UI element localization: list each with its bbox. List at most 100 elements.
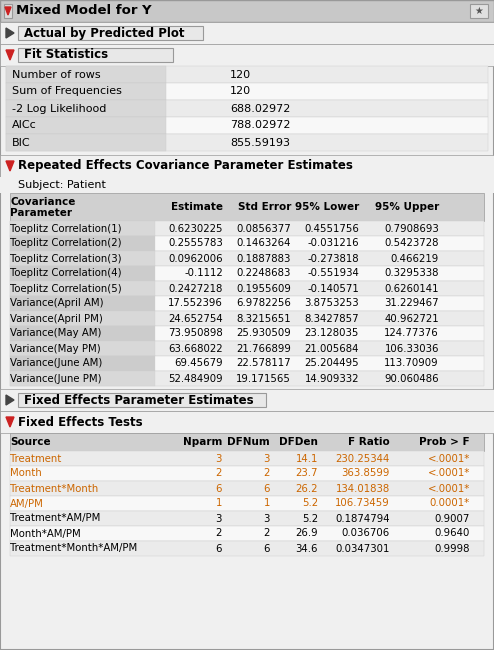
Text: DFNum: DFNum [227,437,270,447]
Bar [6,83,166,100]
Text: Variance(June AM): Variance(June AM) [10,359,102,369]
Text: 1: 1 [215,499,222,508]
Text: 26.9: 26.9 [295,528,318,538]
Bar [6,100,488,117]
Text: AM/PM: AM/PM [10,499,44,508]
Text: 0.5423728: 0.5423728 [384,239,439,248]
Text: 2: 2 [215,469,222,478]
Text: BIC: BIC [12,138,31,148]
Bar [10,236,155,251]
Text: 31.229467: 31.229467 [384,298,439,309]
Text: Number of rows: Number of rows [12,70,101,79]
Text: 230.25344: 230.25344 [335,454,390,463]
Text: Variance(April AM): Variance(April AM) [10,298,104,309]
Text: 0.0347301: 0.0347301 [335,543,390,554]
Bar [10,296,155,311]
Text: 0.1955609: 0.1955609 [236,283,291,294]
Text: 6: 6 [215,543,222,554]
Bar [0,155,494,177]
Bar [6,66,488,83]
Text: 0.1874794: 0.1874794 [335,514,390,523]
Bar [18,48,173,62]
Text: 0.0962006: 0.0962006 [168,254,223,263]
Bar [0,0,494,22]
Text: <.0001*: <.0001* [428,454,470,463]
Bar [10,526,484,541]
Text: 63.668022: 63.668022 [168,343,223,354]
Bar [10,541,484,556]
Text: 363.8599: 363.8599 [342,469,390,478]
Text: 2: 2 [264,528,270,538]
Text: 22.578117: 22.578117 [236,359,291,369]
Text: 95% Lower: 95% Lower [295,202,359,212]
Text: Estimate: Estimate [171,202,223,212]
Text: F Ratio: F Ratio [348,437,390,447]
Bar [10,466,484,481]
Text: Treatment*AM/PM: Treatment*AM/PM [10,514,100,523]
Bar [0,22,494,44]
Bar [10,266,155,281]
Text: 73.950898: 73.950898 [168,328,223,339]
Bar [6,66,166,83]
Text: 14.1: 14.1 [295,454,318,463]
Text: 0.2555783: 0.2555783 [168,239,223,248]
Text: Treatment: Treatment [10,454,61,463]
Text: 120: 120 [230,86,251,96]
Text: 6: 6 [263,543,270,554]
Text: 52.484909: 52.484909 [168,374,223,383]
Text: Prob > F: Prob > F [419,437,470,447]
Text: Toeplitz Correlation(4): Toeplitz Correlation(4) [10,268,122,278]
Bar [10,451,484,466]
Text: Toeplitz Correlation(3): Toeplitz Correlation(3) [10,254,122,263]
Bar [10,251,484,266]
Text: DFDen: DFDen [279,437,318,447]
Text: Toeplitz Correlation(1): Toeplitz Correlation(1) [10,224,122,233]
Polygon shape [6,417,14,427]
Text: 6: 6 [215,484,222,493]
Text: 124.77376: 124.77376 [384,328,439,339]
Text: 688.02972: 688.02972 [230,103,290,114]
Text: 8.3215651: 8.3215651 [236,313,291,324]
Text: 14.909332: 14.909332 [304,374,359,383]
Text: AICc: AICc [12,120,37,131]
Text: 113.70909: 113.70909 [384,359,439,369]
Text: 3: 3 [215,454,222,463]
Bar [10,311,484,326]
Text: Variance(May PM): Variance(May PM) [10,343,101,354]
Bar [4,4,12,18]
Text: 8.3427857: 8.3427857 [304,313,359,324]
Text: 6.9782256: 6.9782256 [236,298,291,309]
Text: 95% Upper: 95% Upper [375,202,439,212]
Text: 106.73459: 106.73459 [335,499,390,508]
Text: 0.0856377: 0.0856377 [236,224,291,233]
Text: 21.005684: 21.005684 [304,343,359,354]
Text: 0.1463264: 0.1463264 [237,239,291,248]
Text: 3: 3 [264,514,270,523]
Text: 2: 2 [264,469,270,478]
Text: Parameter: Parameter [10,208,72,218]
Text: 0.466219: 0.466219 [391,254,439,263]
Text: 24.652754: 24.652754 [168,313,223,324]
Text: Std Error: Std Error [238,202,291,212]
Bar [10,371,155,386]
Text: 0.9007: 0.9007 [435,514,470,523]
Bar [10,221,155,236]
Bar [18,393,266,407]
Text: Fit Statistics: Fit Statistics [24,49,108,62]
Bar [6,83,488,100]
Text: Source: Source [10,437,50,447]
Text: Treatment*Month*AM/PM: Treatment*Month*AM/PM [10,543,137,554]
Bar [10,481,484,496]
Text: 0.4551756: 0.4551756 [304,224,359,233]
Bar [10,496,484,511]
Bar [0,44,494,66]
Bar [10,296,484,311]
Bar [6,117,166,134]
Bar [10,193,484,221]
Bar [0,389,494,411]
Bar [0,177,494,193]
Text: 120: 120 [230,70,251,79]
Text: Treatment*Month: Treatment*Month [10,484,98,493]
Bar [6,117,488,134]
Text: Mixed Model for Y: Mixed Model for Y [16,5,152,18]
